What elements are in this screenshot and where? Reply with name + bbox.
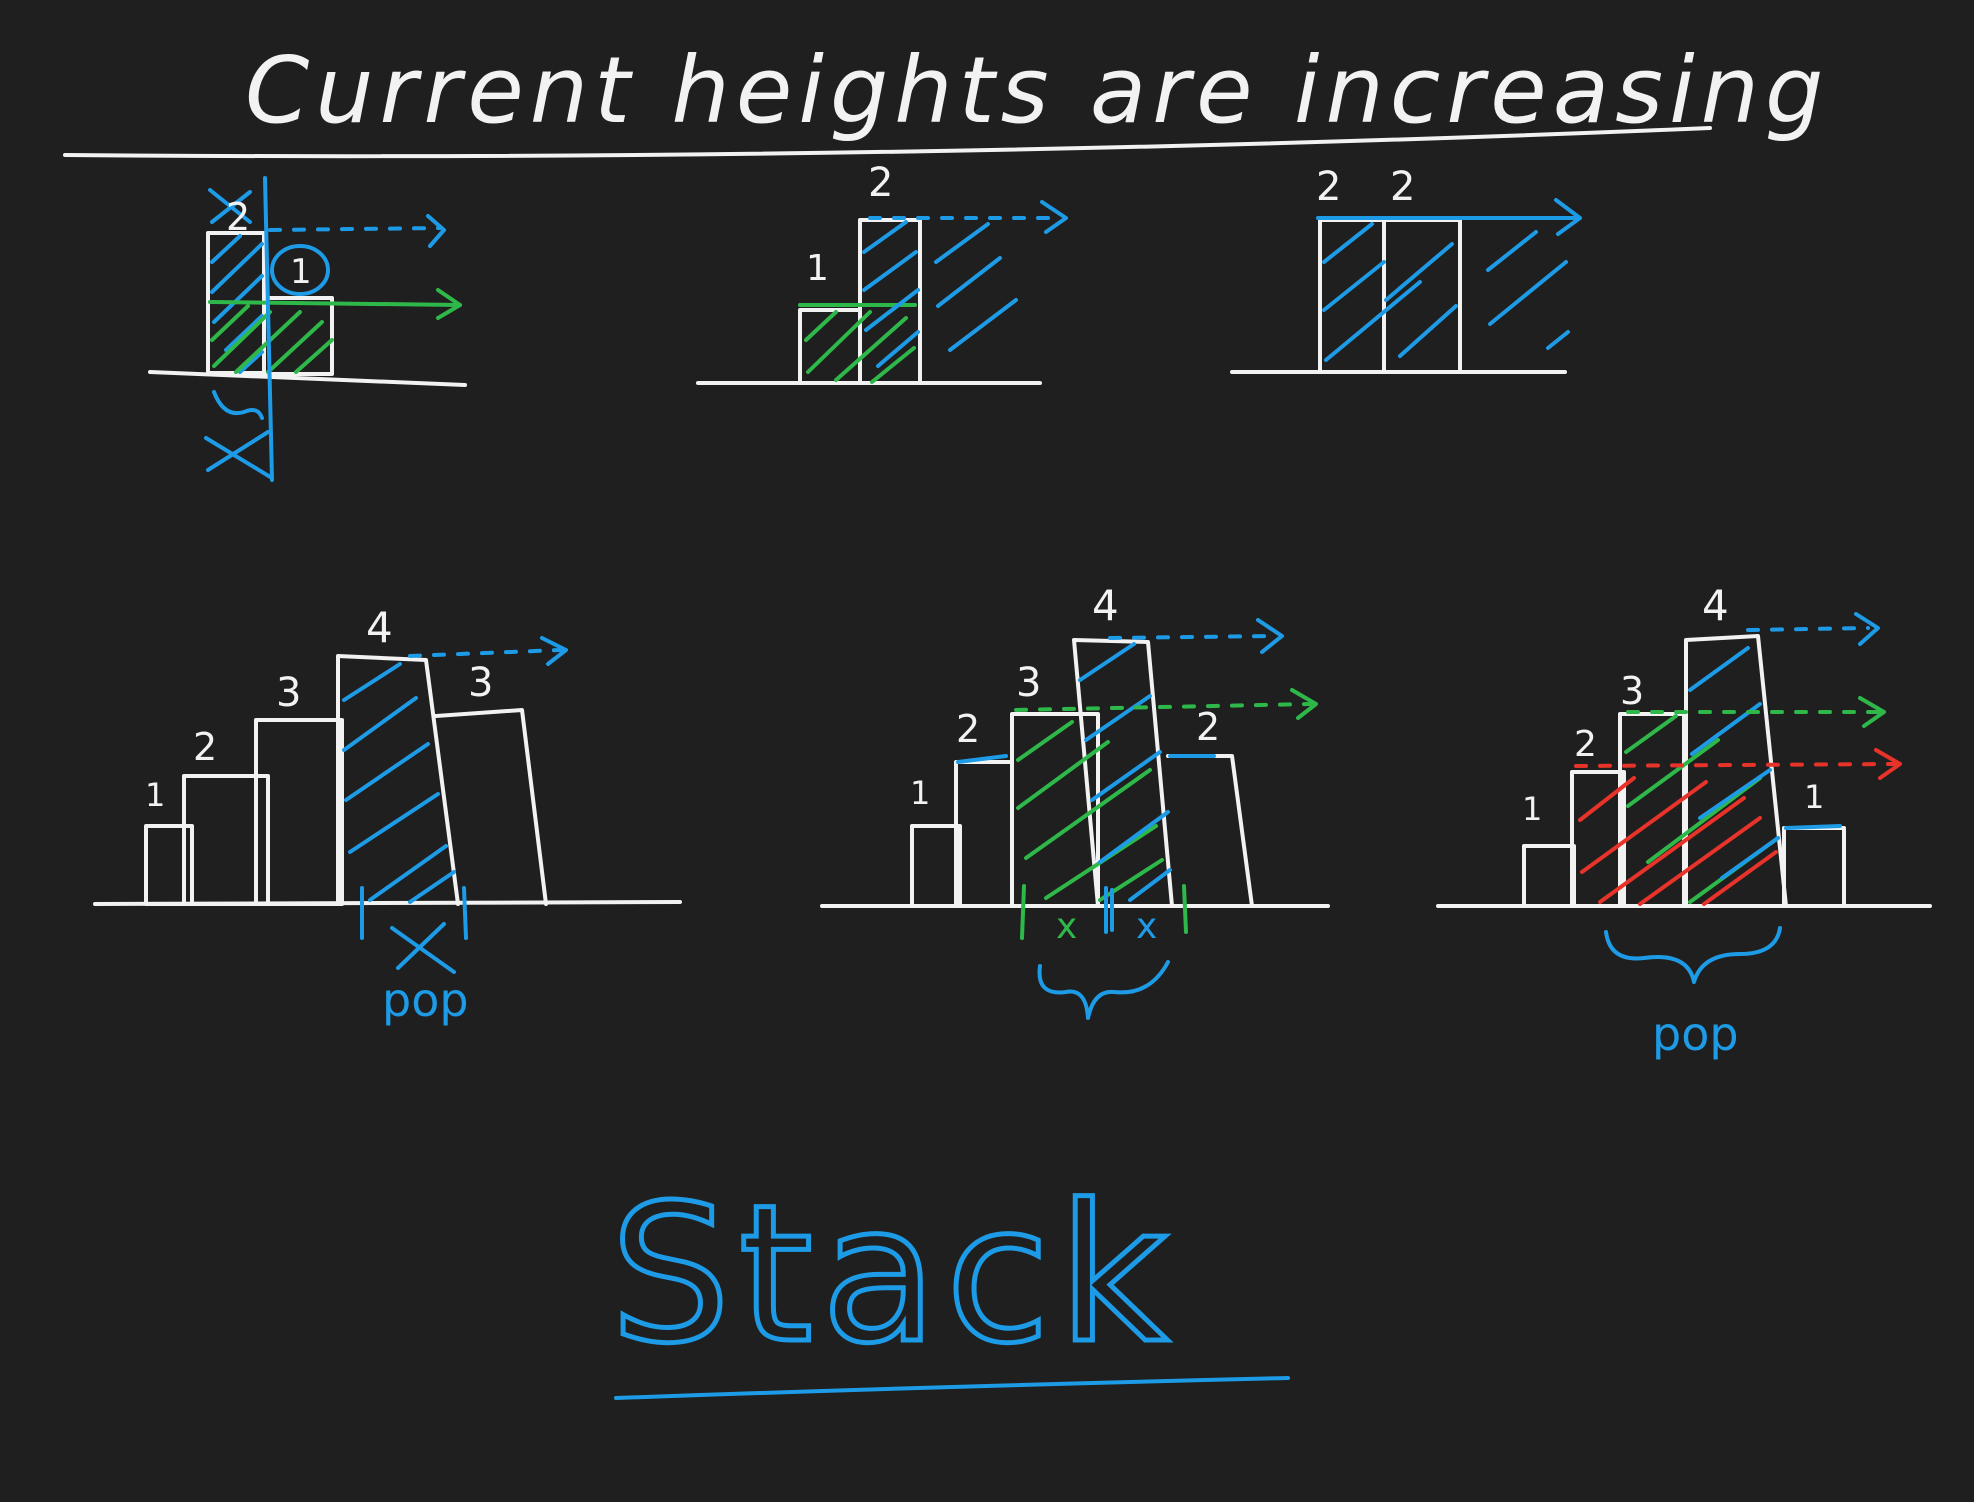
bar (1570, 770, 1626, 908)
blue-hatch (862, 220, 920, 368)
bar-outline (434, 708, 548, 906)
bar-label: 2 (1196, 705, 1220, 749)
bar-label: 2 (1390, 164, 1415, 210)
circled-one-outline (270, 244, 330, 296)
bar (1010, 712, 1100, 908)
blue-hatch (1322, 222, 1458, 362)
pop-label: pop (1652, 1007, 1739, 1061)
bar-label: 4 (1702, 581, 1729, 630)
bar-label: 2 (1316, 164, 1341, 210)
blue-hatch (342, 662, 456, 904)
bar-label: 3 (1620, 669, 1644, 713)
bar-label: 2 (956, 707, 980, 751)
bar-label: 2 (226, 195, 250, 239)
bar (954, 760, 1014, 908)
bar-label: 2 (868, 160, 893, 206)
bar-label: 3 (468, 660, 493, 706)
blue-ticks (360, 886, 468, 940)
blue-arrow-head (1854, 612, 1880, 646)
blue-bracket (212, 390, 264, 420)
green-dotted-arrow (1014, 702, 1312, 712)
panel-1: 2 1 (148, 176, 467, 482)
bar (910, 824, 962, 908)
blue-arrow-head (426, 214, 446, 248)
panel-3: 2 2 (1230, 164, 1582, 374)
bar (144, 824, 194, 906)
blue-arrow-head (1554, 198, 1582, 236)
blue-hatch (210, 234, 264, 374)
bar (1782, 826, 1846, 908)
blue-ticks (1104, 886, 1114, 934)
blue-brace (1037, 960, 1170, 1020)
pop-label: pop (382, 973, 469, 1027)
tall-bar-outline (1072, 638, 1174, 908)
blue-hatch-outside (934, 222, 1018, 352)
blue-cap (1784, 824, 1842, 830)
bar-label: 2 (193, 725, 217, 769)
green-ticks (1020, 884, 1188, 940)
stack-label: Stack (610, 1164, 1176, 1385)
green-arrow-head (1290, 688, 1318, 720)
bar (182, 774, 270, 906)
blue-dotted-arrow (268, 226, 442, 232)
title-text: Current heights are increasing (245, 37, 1829, 144)
blue-dotted-arrow (1746, 626, 1870, 632)
blue-arrow-head (1040, 200, 1068, 234)
bar (262, 296, 334, 376)
green-arrow-head (436, 288, 462, 320)
blue-x-bottom (204, 430, 274, 480)
bar-label: 1 (145, 776, 165, 814)
bar (1382, 218, 1462, 374)
blue-hatch (1078, 642, 1172, 902)
circled-label: 1 (290, 252, 312, 292)
title-underline (63, 126, 1712, 159)
blue-brace (1604, 926, 1782, 984)
panel-2: 1 2 (696, 160, 1068, 385)
bar-label: 1 (910, 774, 930, 812)
tall-bar-outline (336, 654, 460, 906)
red-arrow-head (1874, 748, 1902, 780)
stack-underline (614, 1376, 1290, 1400)
bar-label: 1 (1522, 790, 1542, 828)
bar-label: 1 (1804, 778, 1824, 816)
bar-label: 3 (276, 670, 301, 716)
mark-label: x (1136, 906, 1157, 947)
green-hatch (210, 304, 334, 374)
blue-x-top (208, 188, 252, 224)
panel-6: 1 2 3 4 1 pop (1436, 581, 1932, 1061)
bar (1318, 218, 1386, 374)
blue-x (390, 922, 456, 974)
green-hatch (804, 310, 916, 384)
bar (858, 218, 922, 385)
blue-hatch (1688, 646, 1780, 880)
green-hatch (1016, 720, 1164, 902)
blue-dotted-arrow (1108, 634, 1278, 640)
blue-divider (263, 176, 274, 482)
blue-arrow-head (1256, 618, 1284, 654)
panel-5: 1 2 3 4 2 x x (820, 581, 1330, 1020)
bar (1522, 844, 1576, 908)
bar-label: 2 (1574, 724, 1597, 765)
blue-dotted-arrow (408, 648, 562, 658)
red-dotted-arrow (1574, 762, 1898, 768)
green-arrow-line (208, 300, 462, 307)
bar-label: 3 (1016, 660, 1041, 706)
tall-bar-outline (1684, 634, 1788, 908)
panel-4: 1 2 3 4 3 pop (93, 603, 682, 1027)
baseline (148, 370, 467, 387)
bar (254, 718, 344, 906)
bar-label: 1 (806, 248, 829, 289)
bar-outline (1166, 754, 1254, 908)
blue-hatch-outside (1486, 230, 1570, 350)
blue-cap-left (956, 754, 1008, 764)
bar-label: 4 (1092, 581, 1119, 630)
mark-label: x (1056, 906, 1077, 947)
red-hatch (1578, 776, 1778, 906)
blue-arrow-head (540, 636, 568, 666)
green-hatch (1624, 714, 1780, 904)
bar-label: 4 (366, 603, 393, 652)
green-arrow-head (1858, 696, 1886, 728)
